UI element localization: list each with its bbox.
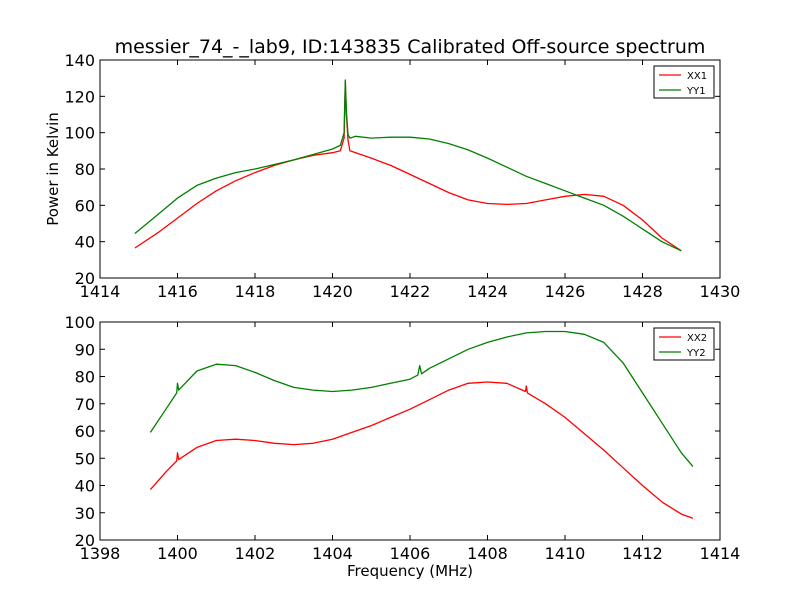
x-tick-label: 1430 <box>700 282 741 301</box>
legend-label-yy2: YY2 <box>686 348 706 359</box>
series-line-yy2 <box>149 330 694 467</box>
x-tick-label: 1414 <box>700 544 741 563</box>
y-tick-label: 40 <box>75 233 95 252</box>
legend-label-xx2: XX2 <box>687 333 707 344</box>
x-tick-label: 1404 <box>312 544 353 563</box>
x-tick-label: 1406 <box>390 544 431 563</box>
x-tick-label: 1422 <box>390 282 431 301</box>
y-axis-label: Power in Kelvin <box>44 112 62 226</box>
x-tick-label: 1410 <box>545 544 586 563</box>
y-tick-label: 40 <box>75 477 95 496</box>
y-tick-label: 70 <box>75 395 95 414</box>
legend-label-yy1: YY1 <box>686 86 706 97</box>
y-tick-label: 30 <box>75 504 95 523</box>
y-tick-label: 60 <box>75 196 95 215</box>
bottom-plot: 1398 1400 1402 1404 1406 1408 1410 1412 1414 20 30… <box>64 313 740 563</box>
x-axis-label: Frequency (MHz) <box>347 562 473 580</box>
y-tick-label: 80 <box>75 160 95 179</box>
x-tick-label: 1398 <box>80 544 121 563</box>
x-tick-label: 1402 <box>235 544 276 563</box>
y-tick-label: 80 <box>75 368 95 387</box>
x-tick-label: 1400 <box>157 544 198 563</box>
series-line-xx2 <box>149 381 694 519</box>
x-tick-label: 1428 <box>622 282 663 301</box>
y-tick-label: 140 <box>64 51 95 70</box>
legend-box <box>653 65 715 99</box>
x-tick-label: 1416 <box>157 282 198 301</box>
y-tick-label: 50 <box>75 449 95 468</box>
y-tick-label: 20 <box>75 531 95 550</box>
y-tick-label: 90 <box>75 340 95 359</box>
x-tick-label: 1414 <box>80 282 121 301</box>
y-tick-label: 120 <box>64 87 95 106</box>
x-tick-label: 1420 <box>312 282 353 301</box>
y-tick-label: 20 <box>75 269 95 288</box>
series-line-yy1 <box>134 79 682 252</box>
legend-box <box>653 327 715 361</box>
x-tick-label: 1424 <box>467 282 508 301</box>
y-tick-label: 100 <box>64 313 95 332</box>
series-line-xx1 <box>134 81 682 252</box>
x-tick-label: 1418 <box>235 282 276 301</box>
y-tick-label: 60 <box>75 422 95 441</box>
top-plot: 1414 1416 1418 1420 1422 1424 1426 1428 1430 20 40… <box>64 51 740 301</box>
x-tick-label: 1408 <box>467 544 508 563</box>
chart-title: messier_74_-_lab9, ID:143835 Calibrated … <box>115 36 706 58</box>
legend-label-xx1: XX1 <box>687 71 707 82</box>
x-tick-label: 1426 <box>545 282 586 301</box>
x-tick-label: 1412 <box>622 544 663 563</box>
y-tick-label: 100 <box>64 124 95 143</box>
